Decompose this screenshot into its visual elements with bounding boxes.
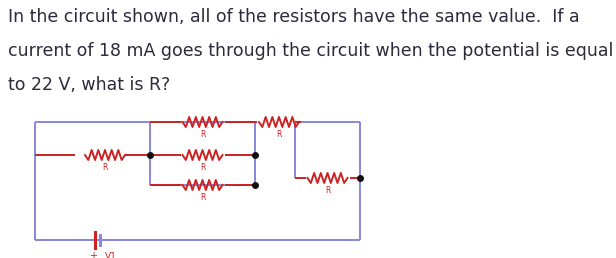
Text: current of 18 mA goes through the circuit when the potential is equal: current of 18 mA goes through the circui…: [8, 42, 614, 60]
Text: R: R: [200, 163, 205, 172]
Text: R: R: [102, 163, 108, 172]
Text: R: R: [277, 130, 282, 139]
Text: R: R: [325, 186, 330, 195]
Text: R: R: [200, 193, 205, 202]
Text: In the circuit shown, all of the resistors have the same value.  If a: In the circuit shown, all of the resisto…: [8, 8, 580, 26]
Text: R: R: [200, 130, 205, 139]
Text: V1: V1: [105, 252, 117, 258]
Text: +: +: [89, 251, 97, 258]
Text: to 22 V, what is R?: to 22 V, what is R?: [8, 76, 170, 94]
